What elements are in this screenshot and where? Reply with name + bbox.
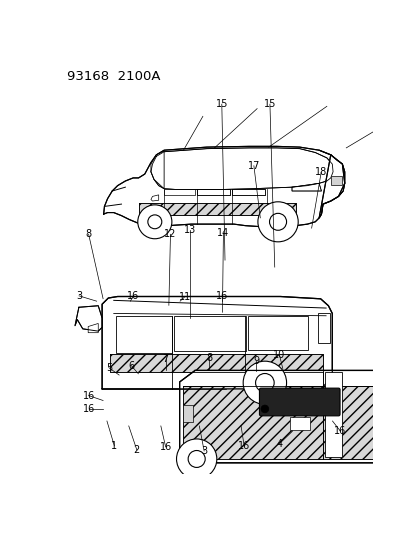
- Bar: [406, 405, 413, 422]
- Polygon shape: [151, 195, 158, 201]
- Text: 6: 6: [128, 361, 134, 370]
- Bar: [318, 313, 329, 343]
- Circle shape: [242, 361, 286, 405]
- Polygon shape: [151, 151, 164, 189]
- Circle shape: [147, 215, 161, 229]
- FancyBboxPatch shape: [259, 388, 339, 416]
- Text: 4: 4: [276, 439, 282, 449]
- Bar: [290, 417, 309, 431]
- Text: 12: 12: [164, 229, 176, 239]
- Text: 10: 10: [273, 350, 285, 360]
- Bar: [174, 316, 245, 351]
- Text: 16: 16: [237, 441, 250, 451]
- Polygon shape: [88, 324, 98, 333]
- Polygon shape: [102, 296, 332, 389]
- Bar: [330, 175, 341, 185]
- Text: 2: 2: [133, 445, 140, 455]
- Polygon shape: [138, 203, 295, 215]
- Text: 9: 9: [253, 356, 259, 366]
- Text: 3: 3: [201, 446, 207, 456]
- Bar: [247, 316, 307, 350]
- Text: 16: 16: [82, 403, 95, 414]
- Bar: [325, 372, 342, 457]
- Polygon shape: [183, 386, 413, 459]
- Circle shape: [188, 450, 205, 467]
- Polygon shape: [197, 189, 230, 195]
- Text: 93168  2100A: 93168 2100A: [67, 70, 160, 83]
- Text: 15: 15: [263, 99, 275, 109]
- Polygon shape: [232, 189, 264, 195]
- Text: 16: 16: [215, 291, 228, 301]
- Text: 16: 16: [334, 426, 346, 437]
- Text: 11: 11: [178, 292, 190, 302]
- Text: 18: 18: [314, 167, 327, 177]
- Polygon shape: [291, 183, 320, 191]
- Polygon shape: [318, 155, 344, 218]
- Text: 8: 8: [205, 353, 211, 363]
- Circle shape: [176, 439, 216, 479]
- Circle shape: [257, 202, 297, 242]
- Polygon shape: [338, 164, 344, 196]
- Polygon shape: [179, 370, 413, 463]
- Text: 1: 1: [111, 441, 117, 450]
- Circle shape: [387, 438, 413, 488]
- Text: 8: 8: [85, 229, 92, 239]
- Circle shape: [401, 453, 413, 473]
- Text: 5: 5: [105, 362, 112, 373]
- Circle shape: [138, 205, 171, 239]
- Text: 17: 17: [247, 161, 259, 171]
- Polygon shape: [109, 354, 322, 372]
- Text: 15: 15: [215, 99, 228, 109]
- Polygon shape: [151, 148, 332, 189]
- Bar: [183, 405, 192, 422]
- Text: 16: 16: [159, 442, 171, 452]
- Circle shape: [269, 213, 286, 230]
- Text: 3: 3: [76, 291, 82, 301]
- Circle shape: [260, 405, 268, 413]
- Bar: [116, 316, 171, 353]
- Polygon shape: [164, 189, 195, 195]
- Polygon shape: [75, 306, 102, 331]
- Text: 7: 7: [162, 354, 169, 365]
- Text: 13: 13: [183, 225, 195, 235]
- Text: 16: 16: [82, 391, 95, 401]
- Text: 16: 16: [127, 291, 139, 301]
- Circle shape: [255, 374, 273, 392]
- Polygon shape: [103, 147, 344, 227]
- Text: 14: 14: [217, 229, 229, 238]
